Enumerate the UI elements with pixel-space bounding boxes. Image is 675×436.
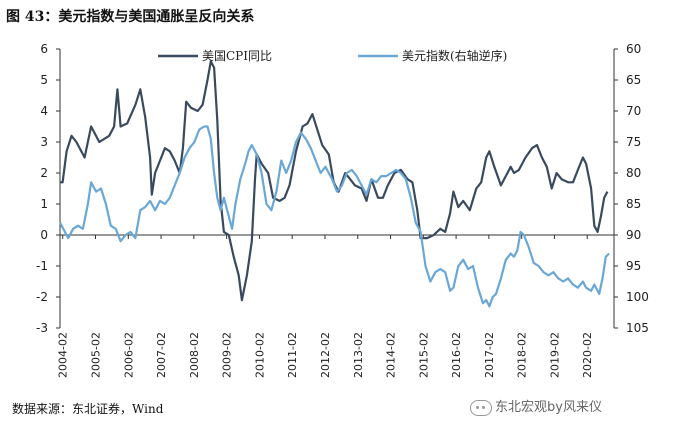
x-axis-tick-label: 2006-02: [122, 332, 135, 378]
left-axis-tick-label: -3: [36, 321, 48, 335]
watermark: 东北宏观by风来仪: [470, 396, 602, 416]
left-axis-tick-label: 3: [40, 135, 48, 149]
x-axis-tick-label: 2010-02: [253, 332, 266, 378]
right-axis-tick-label: 80: [626, 166, 641, 180]
data-source-note: 数据来源：东北证券，Wind: [12, 402, 164, 416]
usd-index-series-line: [59, 125, 610, 308]
chart-canvas: -3 -2 -1 0 1 2 3 4 5 6 60 65 70 75 80 85 90 95 100 105 2004-…: [36, 42, 649, 378]
x-axis-tick-label: 2004-02: [57, 332, 70, 378]
wechat-logo-icon: [470, 399, 492, 416]
x-axis-tick-label: 2015-02: [417, 332, 430, 378]
x-axis-tick-label: 2012-02: [319, 332, 332, 378]
x-axis-tick-label: 2018-02: [516, 332, 529, 378]
left-axis-tick-label: -2: [36, 290, 48, 304]
right-axis-tick-label: 60: [626, 42, 641, 56]
right-axis-tick-label: 90: [626, 228, 641, 242]
legend-usd-index-label: 美元指数(右轴逆序): [402, 48, 507, 63]
x-axis-tick-label: 2011-02: [286, 332, 299, 378]
x-axis-tick-label: 2005-02: [90, 332, 103, 378]
right-axis-tick-label: 85: [626, 197, 641, 211]
x-axis-tick-label: 2009-02: [221, 332, 234, 378]
x-axis-tick-label: 2017-02: [483, 332, 496, 378]
right-axis-tick-label: 100: [626, 290, 649, 304]
x-axis-tick-label: 2014-02: [385, 332, 398, 378]
right-axis-tick-label: 75: [626, 135, 641, 149]
left-axis-tick-label: 4: [40, 104, 48, 118]
left-axis-tick-label: 5: [40, 73, 48, 87]
right-axis-tick-label: 105: [626, 321, 649, 335]
watermark-text: 东北宏观by风来仪: [495, 400, 602, 415]
x-axis-tick-label: 2013-02: [352, 332, 365, 378]
x-axis-tick-label: 2019-02: [548, 332, 561, 378]
x-axis-tick-label: 2007-02: [155, 332, 168, 378]
left-axis-tick-label: 0: [40, 228, 48, 242]
x-axis-tick-label: 2020-02: [581, 332, 594, 378]
right-axis-tick-label: 70: [626, 104, 641, 118]
figure-title: 图 43：美元指数与美国通胀呈反向关系: [6, 9, 255, 25]
x-axis-tick-label: 2016-02: [450, 332, 463, 378]
cpi-series-line: [60, 60, 609, 302]
left-axis-tick-label: 2: [40, 166, 48, 180]
x-axis-tick-label: 2008-02: [188, 332, 201, 378]
left-axis-tick-label: 1: [40, 197, 48, 211]
right-axis-tick-label: 65: [626, 73, 641, 87]
legend-cpi-label: 美国CPI同比: [202, 49, 272, 63]
right-axis-tick-label: 95: [626, 259, 641, 273]
left-axis-tick-label: -1: [36, 259, 48, 273]
left-axis-tick-label: 6: [40, 42, 48, 56]
